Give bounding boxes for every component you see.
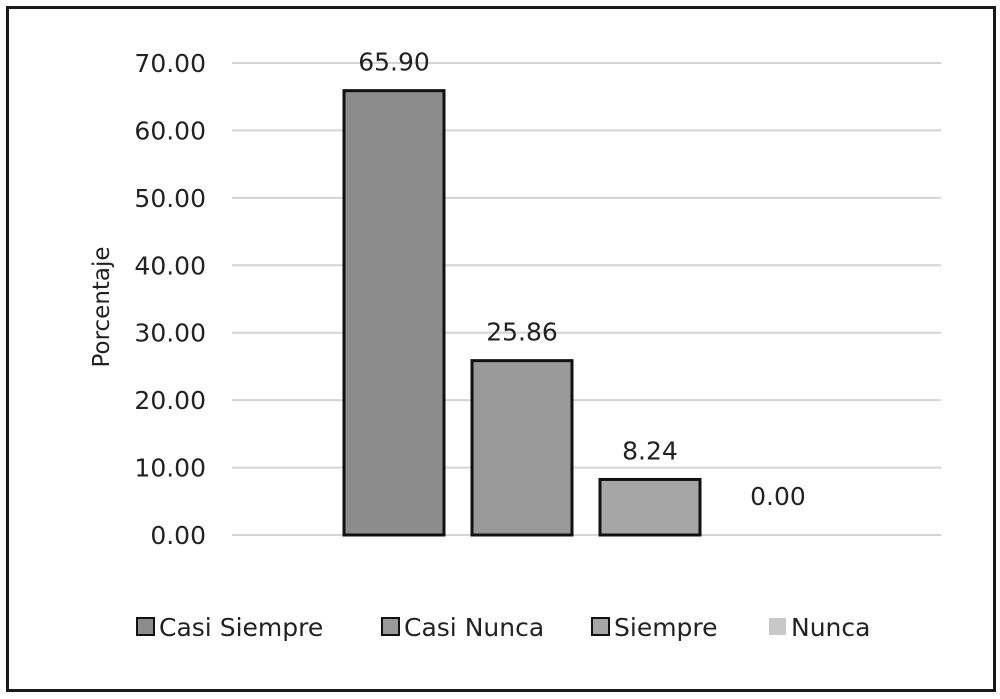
legend-swatch [381,617,400,636]
y-axis-ticks: 0.00 10.00 20.00 30.00 40.00 50.00 60.00 70.00 [134,49,206,550]
data-label-siempre: 8.24 [622,436,678,465]
legend-item-siempre: Siempre [591,613,718,642]
y-axis-title: Porcentaje [89,246,115,367]
legend-swatch [591,617,610,636]
legend-swatch [769,618,786,635]
gridlines [232,62,941,536]
y-tick-label: 60.00 [134,116,206,145]
y-tick-label: 40.00 [134,251,206,280]
y-tick-label: 30.00 [134,319,206,348]
chart-frame: 0.00 10.00 20.00 30.00 40.00 50.00 60.00 70.00 … [6,6,996,692]
legend-label: Casi Siempre [159,613,323,642]
bar-casi-nunca [470,359,574,537]
bars [342,89,702,537]
legend-item-casi-siempre: Casi Siempre [136,613,323,642]
data-labels: 65.90 25.86 8.24 0.00 [358,48,806,511]
legend-swatch [136,617,155,636]
legend-label: Nunca [791,613,870,642]
data-label-casi-siempre: 65.90 [358,48,430,77]
legend-label: Casi Nunca [404,613,544,642]
legend-label: Siempre [614,613,718,642]
bar-chart: 0.0010.0020.0030.0040.0050.0060.0070.00 … [89,48,941,642]
bar-casi-siempre [342,89,446,537]
legend-item-nunca: Nunca [769,613,870,642]
y-tick-label: 0.00 [150,521,206,550]
data-label-nunca: 0.00 [750,482,806,511]
y-tick-label: 10.00 [134,454,206,483]
legend: Casi Siempre Casi Nunca Siempre Nunca [136,613,870,642]
data-label-casi-nunca: 25.86 [486,318,558,347]
bar-siempre [598,477,702,537]
y-tick-label: 70.00 [134,49,206,78]
y-tick-label: 50.00 [134,184,206,213]
y-tick-label: 20.00 [134,386,206,415]
legend-item-casi-nunca: Casi Nunca [381,613,544,642]
